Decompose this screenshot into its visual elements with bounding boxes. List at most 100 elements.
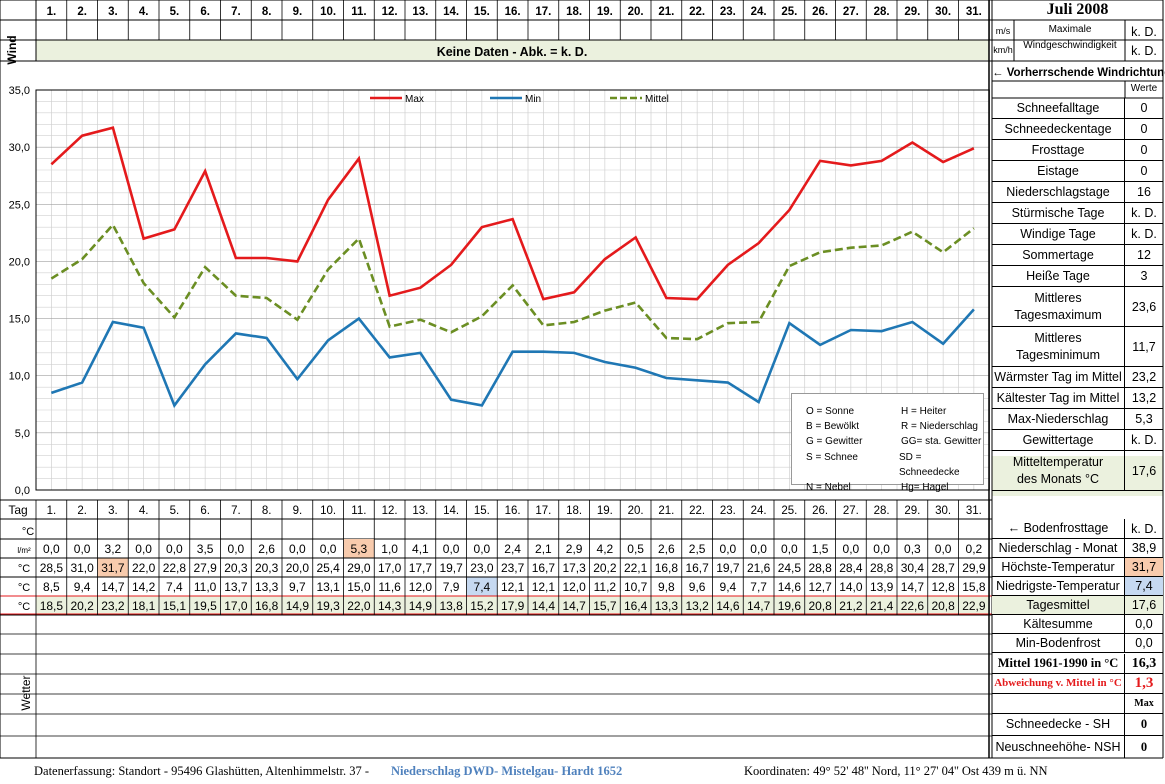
cell-value: 5,3 bbox=[351, 542, 368, 556]
cell-value: 23,0 bbox=[470, 561, 494, 575]
cell-value: 23,7 bbox=[501, 561, 525, 575]
day-header-bottom: 17. bbox=[535, 505, 551, 517]
stat-label: Mittleres Tagesminimum bbox=[992, 327, 1125, 366]
stat-value: 1,3 bbox=[1134, 675, 1154, 691]
cell-value: 28,8 bbox=[870, 561, 894, 575]
day-header-bottom: 16. bbox=[505, 505, 521, 517]
cell-value: 14,6 bbox=[716, 599, 740, 613]
stat-label: Max-Niederschlag bbox=[992, 409, 1125, 429]
day-header-bottom: 5. bbox=[170, 505, 180, 517]
day-header-bottom: 25. bbox=[781, 505, 797, 517]
cell-value: 7,4 bbox=[166, 580, 183, 594]
day-header-top: 7. bbox=[231, 6, 241, 18]
cell-value: 0,0 bbox=[166, 542, 183, 556]
day-header-bottom: 21. bbox=[658, 505, 674, 517]
day-header-top: 28. bbox=[874, 6, 890, 18]
day-header-bottom: 13. bbox=[412, 505, 428, 517]
day-header-top: 12. bbox=[382, 6, 398, 18]
stat-value: 3 bbox=[1140, 269, 1148, 283]
y-tick-label: 30,0 bbox=[9, 142, 30, 154]
stat-row: Max-Niederschlag 5,3 bbox=[992, 409, 1163, 430]
day-header-bottom: 7. bbox=[231, 505, 241, 517]
day-header-top: 22. bbox=[689, 6, 705, 18]
footer-location: Datenerfassung: Standort - 95496 Glashüt… bbox=[34, 764, 370, 778]
legend-box-item: S = Schnee bbox=[806, 451, 858, 463]
day-header-top: 25. bbox=[781, 6, 797, 18]
series-line-max bbox=[50, 126, 975, 301]
stat-value: 0 bbox=[1140, 101, 1148, 115]
cell-value: 11,2 bbox=[594, 580, 617, 594]
cell-value: 0,0 bbox=[781, 542, 798, 556]
day-header-bottom: 15. bbox=[474, 505, 490, 517]
cell-value: 13,1 bbox=[316, 580, 340, 594]
cell-value: 22,0 bbox=[347, 599, 371, 613]
stat-row: Kältesumme 0,0 bbox=[992, 615, 1163, 634]
cell-value: 17,0 bbox=[224, 599, 248, 613]
stat-label: Niederschlag - Monat bbox=[992, 539, 1125, 557]
day-header-bottom: 19. bbox=[597, 505, 613, 517]
legend-box-item: Hg= Hagel bbox=[901, 482, 949, 494]
cell-value: 13,3 bbox=[255, 580, 279, 594]
cell-value: 17,3 bbox=[562, 561, 586, 575]
stat-value: 17,6 bbox=[1131, 598, 1157, 612]
cell-value: 16,8 bbox=[255, 599, 279, 613]
no-data-bar bbox=[36, 40, 989, 60]
cell-value: 14,9 bbox=[286, 599, 310, 613]
day-header-top: 3. bbox=[108, 6, 118, 18]
cell-value: 22,0 bbox=[132, 561, 156, 575]
day-header-top: 14. bbox=[443, 6, 459, 18]
stat-label: Mitteltemperatur des Monats °C bbox=[992, 451, 1125, 490]
cell-value: 15,1 bbox=[163, 599, 187, 613]
cell-value: 19,5 bbox=[193, 599, 217, 613]
stat-row: Sommertage 12 bbox=[992, 245, 1163, 266]
day-header-bottom: 18. bbox=[566, 505, 582, 517]
cell-value: 1,0 bbox=[381, 542, 398, 556]
stat-value: 16 bbox=[1137, 185, 1151, 199]
y-tick-label: 35,0 bbox=[9, 85, 30, 97]
cell-value: 0,3 bbox=[904, 542, 921, 556]
cell-value: 0,0 bbox=[320, 542, 337, 556]
no-data-banner: Keine Daten - Abk. = k. D. bbox=[436, 45, 588, 59]
day-header-top: 13. bbox=[412, 6, 428, 18]
day-header-top: 17. bbox=[535, 6, 551, 18]
cell-value: 22,9 bbox=[962, 599, 986, 613]
cell-value: 9,7 bbox=[289, 580, 306, 594]
cell-value: 19,7 bbox=[439, 561, 463, 575]
series-line-min bbox=[50, 308, 975, 409]
max-precip-cell bbox=[343, 539, 375, 558]
month-title: Juli 2008 bbox=[1046, 1, 1109, 18]
werte-label: Werte bbox=[1130, 83, 1158, 94]
cell-value: 2,9 bbox=[566, 542, 583, 556]
wind-kd-kmh: k. D. bbox=[1131, 44, 1157, 58]
legend-label: Mittel bbox=[645, 94, 669, 105]
cell-value: 31,7 bbox=[101, 561, 125, 575]
day-header-top: 29. bbox=[904, 6, 920, 18]
stat-label: Kältester Tag im Mittel bbox=[992, 388, 1125, 408]
max-temp-cell bbox=[97, 558, 129, 577]
cell-value: 14,3 bbox=[378, 599, 402, 613]
cell-value: 2,5 bbox=[689, 542, 706, 556]
stat-label: Stürmische Tage bbox=[992, 203, 1125, 223]
row-unit: °C bbox=[18, 582, 30, 594]
stat-label: Mittel 1961-1990 in °C bbox=[992, 654, 1125, 673]
cell-value: 4,2 bbox=[597, 542, 614, 556]
stat-row: Abweichung v. Mittel in °C 1,3 bbox=[992, 674, 1163, 694]
row-unit: l/m² bbox=[17, 546, 31, 555]
cell-value: 1,5 bbox=[812, 542, 829, 556]
cell-value: 14,4 bbox=[532, 599, 556, 613]
stat-value: k. D. bbox=[1131, 227, 1157, 241]
wetter-label: Wetter bbox=[19, 675, 33, 711]
cell-value: 9,4 bbox=[720, 580, 737, 594]
stat-label: ← Bodenfrosttage bbox=[992, 519, 1125, 538]
cell-value: 2,6 bbox=[258, 542, 275, 556]
cell-value: 17,9 bbox=[501, 599, 525, 613]
stat-value: 16,3 bbox=[1131, 655, 1157, 671]
stat-value: 0 bbox=[1140, 143, 1148, 157]
cell-value: 9,4 bbox=[74, 580, 91, 594]
day-header-bottom: 12. bbox=[382, 505, 398, 517]
cell-value: 27,9 bbox=[193, 561, 217, 575]
stat-row: Niederschlagstage 16 bbox=[992, 182, 1163, 203]
cell-value: 15,8 bbox=[962, 580, 986, 594]
cell-value: 28,8 bbox=[808, 561, 832, 575]
